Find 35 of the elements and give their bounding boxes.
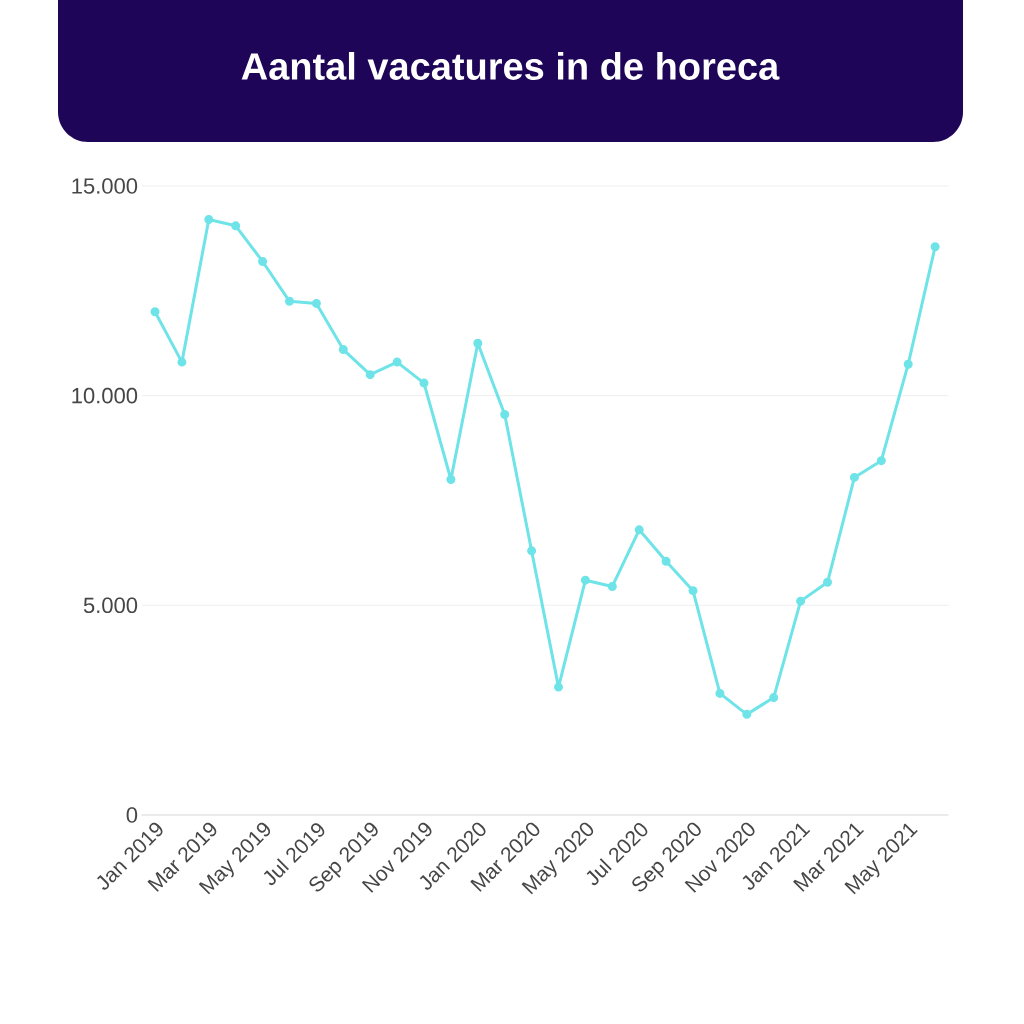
point bbox=[446, 475, 456, 485]
point bbox=[285, 296, 294, 306]
point bbox=[204, 215, 214, 225]
point bbox=[688, 586, 698, 596]
point bbox=[715, 688, 725, 698]
point bbox=[634, 525, 644, 535]
y-tick-label: 10.000 bbox=[72, 387, 138, 404]
y-tick-label: 0 bbox=[126, 807, 138, 823]
point bbox=[177, 357, 187, 367]
point bbox=[527, 546, 537, 556]
point bbox=[876, 456, 886, 466]
point bbox=[392, 357, 402, 367]
point bbox=[554, 682, 564, 692]
point bbox=[338, 345, 348, 355]
point bbox=[365, 370, 375, 380]
chart-title: Aantal vacatures in de horeca bbox=[241, 52, 780, 80]
point bbox=[769, 693, 779, 703]
point bbox=[607, 581, 617, 591]
point bbox=[500, 410, 510, 420]
point bbox=[661, 556, 671, 566]
point bbox=[930, 242, 940, 252]
point bbox=[311, 298, 321, 308]
point bbox=[849, 472, 859, 482]
point bbox=[150, 307, 160, 317]
y-tick-label: 15.000 bbox=[72, 178, 138, 194]
point bbox=[231, 221, 241, 231]
point bbox=[742, 709, 752, 719]
point bbox=[796, 596, 806, 606]
point bbox=[258, 256, 268, 266]
point bbox=[580, 575, 590, 585]
y-tick-label: 5.000 bbox=[83, 597, 138, 614]
point bbox=[903, 359, 913, 369]
point bbox=[419, 378, 429, 388]
point bbox=[473, 338, 483, 348]
point bbox=[823, 577, 833, 587]
